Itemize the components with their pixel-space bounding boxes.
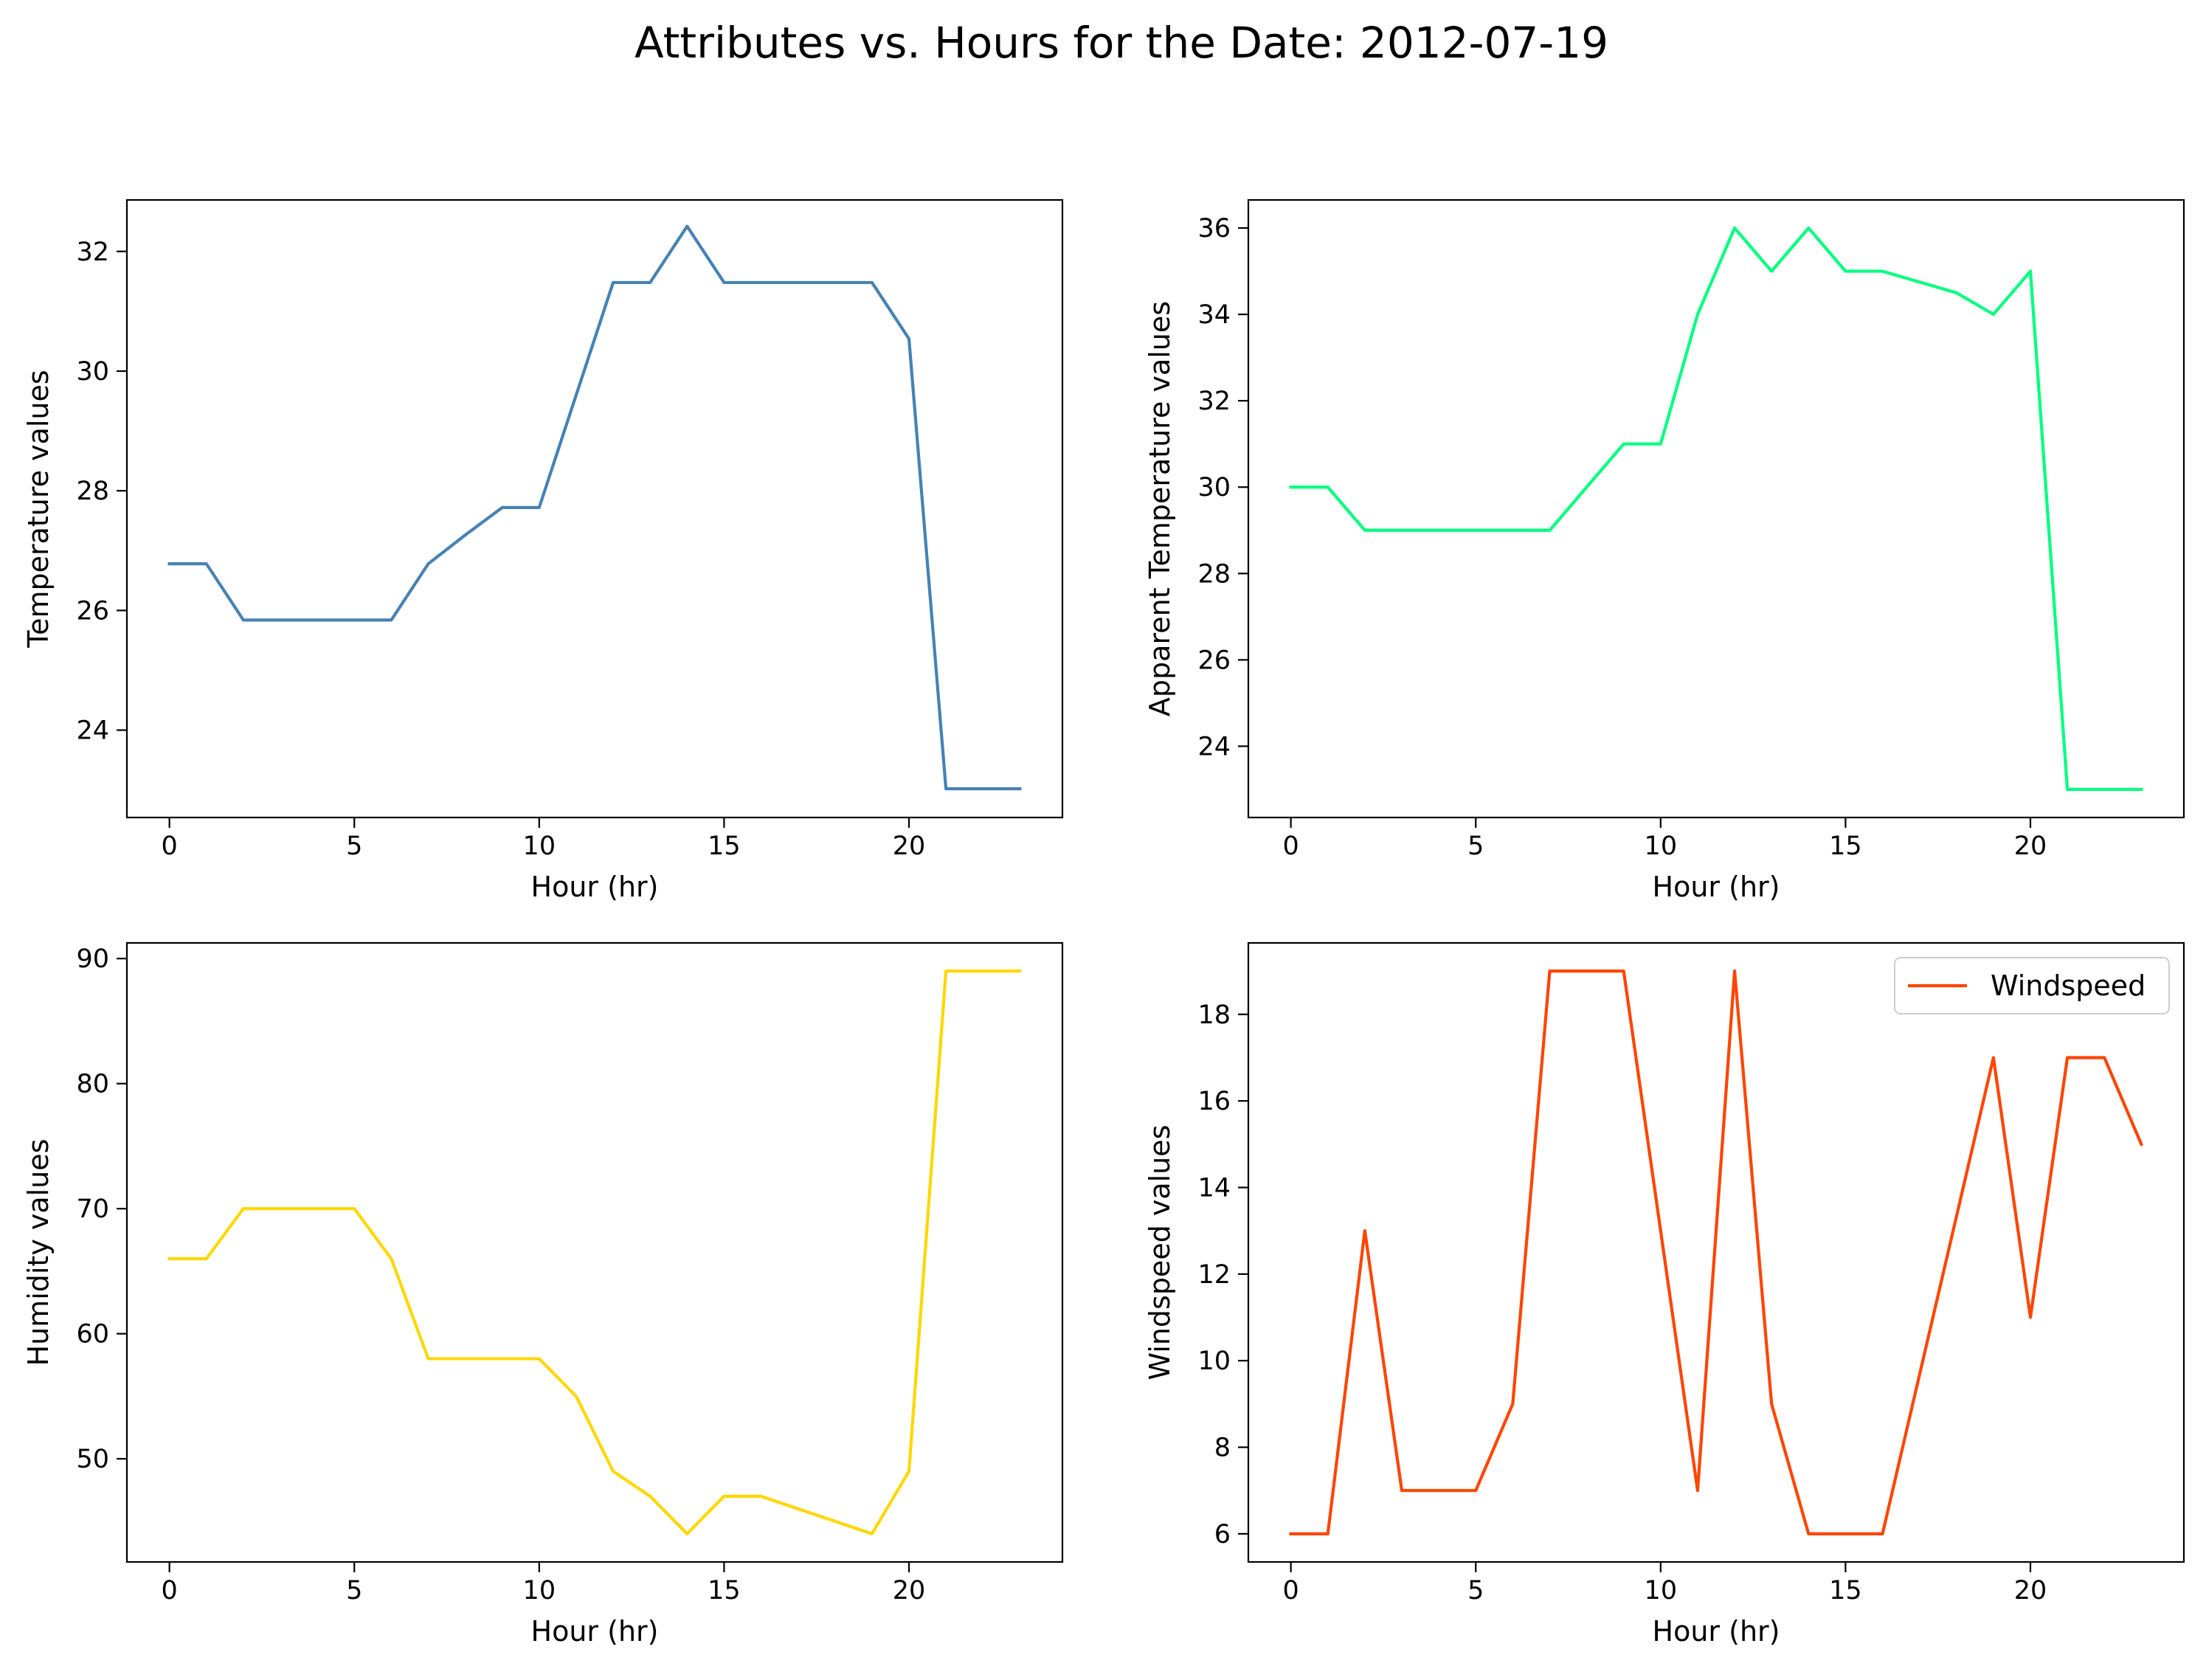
y-tick-label: 50 xyxy=(76,1445,109,1474)
series-line-values xyxy=(167,224,1022,791)
x-tick-label: 0 xyxy=(1282,832,1299,861)
axes-frame xyxy=(1247,941,2185,1563)
series-line-values xyxy=(1289,226,2143,792)
x-tick-label: 20 xyxy=(2014,1576,2047,1605)
legend: Windspeed xyxy=(1894,957,2170,1014)
y-tick-label: 70 xyxy=(76,1195,109,1224)
y-tick-label: 36 xyxy=(1197,214,1231,243)
x-tick-label: 15 xyxy=(708,832,741,861)
y-tick-label: 30 xyxy=(1197,473,1231,502)
y-tick-label: 24 xyxy=(1197,732,1231,761)
y-tick-label: 6 xyxy=(1214,1520,1231,1549)
y-tick-label: 30 xyxy=(76,357,109,387)
x-tick-label: 10 xyxy=(523,1576,556,1605)
axes-frame xyxy=(125,941,1064,1563)
x-tick-label: 5 xyxy=(346,1576,362,1605)
y-tick-label: 26 xyxy=(1197,646,1231,675)
x-axis-label: Hour (hr) xyxy=(531,871,659,903)
x-tick-label: 5 xyxy=(346,832,362,861)
x-tick-label: 0 xyxy=(161,832,177,861)
y-tick-label: 80 xyxy=(76,1070,109,1099)
apparent-temperature-panel: 0 5 10 15 20 24 26 28 30 32 34 36 Hour (hr) Apparent … xyxy=(1144,198,2185,903)
x-tick-label: 5 xyxy=(1467,1576,1484,1605)
x-tick-label: 20 xyxy=(893,1576,926,1605)
y-axis-label: Temperature values xyxy=(22,370,55,648)
y-axis-label: Humidity values xyxy=(22,1139,55,1366)
x-axis-label: Hour (hr) xyxy=(531,1615,659,1648)
x-tick-label: 0 xyxy=(1282,1576,1299,1605)
y-tick-label: 60 xyxy=(76,1320,109,1349)
figure-title: Attributes vs. Hours for the Date: 2012-… xyxy=(635,18,1608,68)
series-line-windspeed xyxy=(1289,969,2144,1535)
y-axis-label: Apparent Temperature values xyxy=(1144,301,1176,716)
x-tick-label: 10 xyxy=(523,832,556,861)
x-tick-label: 15 xyxy=(1829,1576,1862,1605)
x-tick-label: 0 xyxy=(161,1576,177,1605)
y-tick-label: 32 xyxy=(76,238,109,267)
y-axis-label: Windspeed values xyxy=(1144,1125,1176,1380)
legend-label: Windspeed xyxy=(1991,969,2146,1002)
y-tick-label: 34 xyxy=(1197,300,1231,330)
y-tick-label: 24 xyxy=(76,716,109,746)
y-tick-label: 28 xyxy=(76,477,109,506)
y-tick-label: 16 xyxy=(1197,1087,1231,1116)
y-tick-label: 14 xyxy=(1197,1173,1231,1203)
y-tick-label: 18 xyxy=(1197,1000,1231,1030)
x-tick-label: 10 xyxy=(1645,832,1678,861)
x-tick-label: 20 xyxy=(893,832,926,861)
y-tick-label: 28 xyxy=(1197,559,1231,589)
temperature-panel: 0 5 10 15 20 24 26 28 30 32 Hour (hr) Temperature v… xyxy=(22,198,1064,903)
x-axis-label: Hour (hr) xyxy=(1653,1615,1780,1648)
x-tick-label: 5 xyxy=(1467,832,1484,861)
subplot-grid: 0 5 10 15 20 24 26 28 30 32 Hour (hr) Temperature v… xyxy=(22,198,2185,1648)
x-tick-label: 15 xyxy=(708,1576,741,1605)
x-axis-label: Hour (hr) xyxy=(1653,871,1780,903)
series-line-values xyxy=(167,969,1022,1535)
x-tick-label: 10 xyxy=(1645,1576,1678,1605)
axes-frame xyxy=(1247,198,2185,819)
x-tick-label: 15 xyxy=(1829,832,1862,861)
windspeed-panel: 0 5 10 15 20 6 8 10 12 14 16 18 Hour (hr) Windspeed v… xyxy=(1144,941,2185,1648)
legend-frame xyxy=(1894,957,2170,1014)
humidity-panel: 0 5 10 15 20 50 60 70 80 90 Hour (hr) Humidity valu… xyxy=(22,941,1064,1648)
y-tick-label: 8 xyxy=(1214,1434,1231,1463)
y-tick-label: 12 xyxy=(1197,1260,1231,1290)
y-tick-label: 90 xyxy=(76,944,109,974)
y-tick-label: 26 xyxy=(76,596,109,626)
x-tick-label: 20 xyxy=(2014,832,2047,861)
axes-frame xyxy=(125,198,1064,819)
y-tick-label: 32 xyxy=(1197,387,1231,416)
y-tick-label: 10 xyxy=(1197,1347,1231,1376)
